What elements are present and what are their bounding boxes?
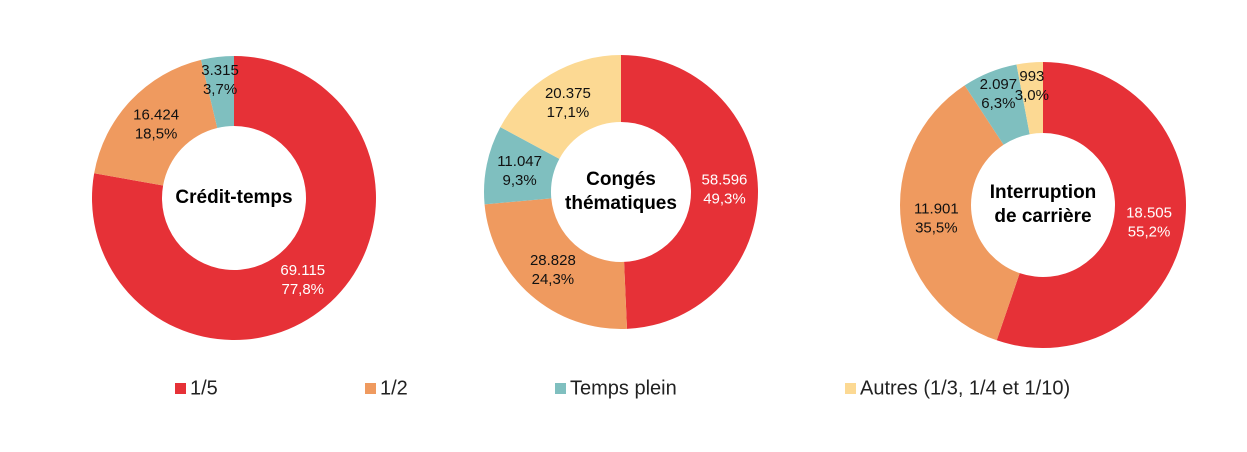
slice — [996, 62, 1186, 348]
value-label: 11.901 — [914, 200, 959, 217]
share-label: 18,5% — [135, 126, 178, 143]
share-label: 6,3% — [981, 95, 1015, 112]
value-label: 3.315 — [201, 62, 239, 79]
value-label: 20.375 — [545, 85, 591, 102]
share-label: 49,3% — [703, 191, 746, 208]
slice — [201, 56, 234, 128]
share-label: 9,3% — [502, 172, 536, 189]
legend-swatch — [555, 383, 566, 394]
legend-label: 1/5 — [190, 377, 218, 399]
share-label: 24,3% — [532, 271, 575, 288]
chart-title: Interruption — [990, 182, 1097, 203]
slice — [484, 198, 627, 329]
slice — [964, 64, 1030, 145]
legend-label: Temps plein — [570, 377, 677, 399]
chart-title: de carrière — [994, 206, 1091, 227]
value-label: 2.097 — [980, 76, 1018, 93]
share-label: 17,1% — [547, 104, 590, 121]
share-label: 55,2% — [1128, 224, 1171, 241]
share-label: 35,5% — [915, 219, 958, 236]
chart-title: thématiques — [565, 193, 677, 214]
chart-title: Congés — [586, 169, 656, 190]
slice — [621, 55, 759, 329]
slice — [1016, 62, 1043, 135]
value-label: 58.596 — [702, 172, 748, 189]
legend-label: Autres (1/3, 1/4 et 1/10) — [860, 377, 1070, 399]
value-label: 18.505 — [1126, 205, 1172, 222]
value-label: 16.424 — [133, 107, 179, 124]
value-label: 993 — [1019, 68, 1044, 85]
slice — [500, 55, 621, 159]
legend-swatch — [175, 383, 186, 394]
legend-swatch — [365, 383, 376, 394]
slice — [900, 85, 1020, 341]
legend-swatch — [845, 383, 856, 394]
slice — [94, 59, 218, 186]
value-label: 11.047 — [497, 153, 542, 170]
share-label: 3,0% — [1015, 87, 1049, 104]
slice — [91, 56, 377, 341]
share-label: 77,8% — [281, 281, 324, 298]
value-label: 28.828 — [530, 252, 576, 269]
chart-title: Crédit-temps — [175, 187, 292, 208]
value-label: 69.115 — [280, 262, 325, 279]
share-label: 3,7% — [203, 81, 237, 98]
legend-label: 1/2 — [380, 377, 408, 399]
slice — [484, 127, 560, 205]
